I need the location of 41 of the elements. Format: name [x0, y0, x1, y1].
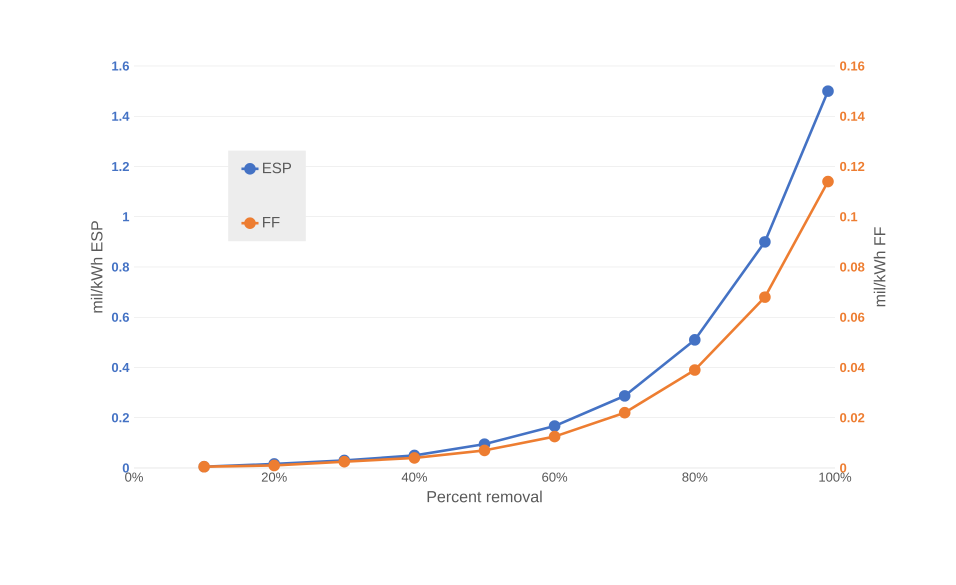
point	[689, 364, 701, 376]
point	[408, 452, 420, 464]
y2-tick-label: 0.06	[840, 312, 864, 322]
point	[822, 176, 834, 188]
y2-tick-label: 0.12	[840, 162, 864, 172]
x-tick-label: 20%	[262, 472, 287, 482]
y2-tick-label: 0	[840, 463, 846, 473]
point	[618, 406, 631, 419]
y-tick-label: 0	[122, 463, 129, 473]
y-tick-label: 1	[123, 212, 130, 222]
x-tick-label: 0%	[125, 472, 143, 482]
y-tick-label: 0.2	[112, 413, 129, 422]
point	[689, 334, 701, 346]
y-tick-label: 1.4	[112, 112, 130, 121]
point	[759, 291, 771, 303]
y-tick-label: 0.4	[112, 362, 130, 372]
x-tick-label: 80%	[682, 472, 708, 482]
x-tick-label: 60%	[542, 472, 568, 482]
y-axis-title: mil/kWh ESP	[90, 221, 103, 313]
y2-axis-title: mil/kWh FF	[874, 227, 886, 306]
y-tick-label: 0.6	[112, 312, 130, 322]
point	[548, 430, 560, 442]
y-tick-label: 0.8	[112, 262, 130, 272]
y2-tick-label: 0.14	[840, 112, 865, 121]
point	[478, 444, 490, 456]
x-tick-label: 40%	[402, 472, 427, 482]
y2-tick-label: 0.1	[840, 212, 858, 222]
point	[822, 85, 834, 97]
point	[759, 236, 771, 248]
y2-tick-label: 0.04	[840, 362, 865, 372]
y-tick-label: 1.2	[112, 162, 129, 172]
legend-label: FF	[263, 217, 280, 228]
point	[618, 390, 630, 402]
y2-tick-label: 0.02	[840, 413, 864, 422]
x-axis-title: Percent removal	[428, 490, 542, 502]
y-tick-label: 1.6	[112, 61, 130, 71]
point	[548, 420, 560, 432]
x-tick-label: 100%	[819, 472, 852, 482]
y2-tick-label: 0.16	[840, 61, 864, 71]
legend-label: ESP	[263, 162, 292, 174]
y2-tick-label: 0.08	[840, 262, 864, 272]
